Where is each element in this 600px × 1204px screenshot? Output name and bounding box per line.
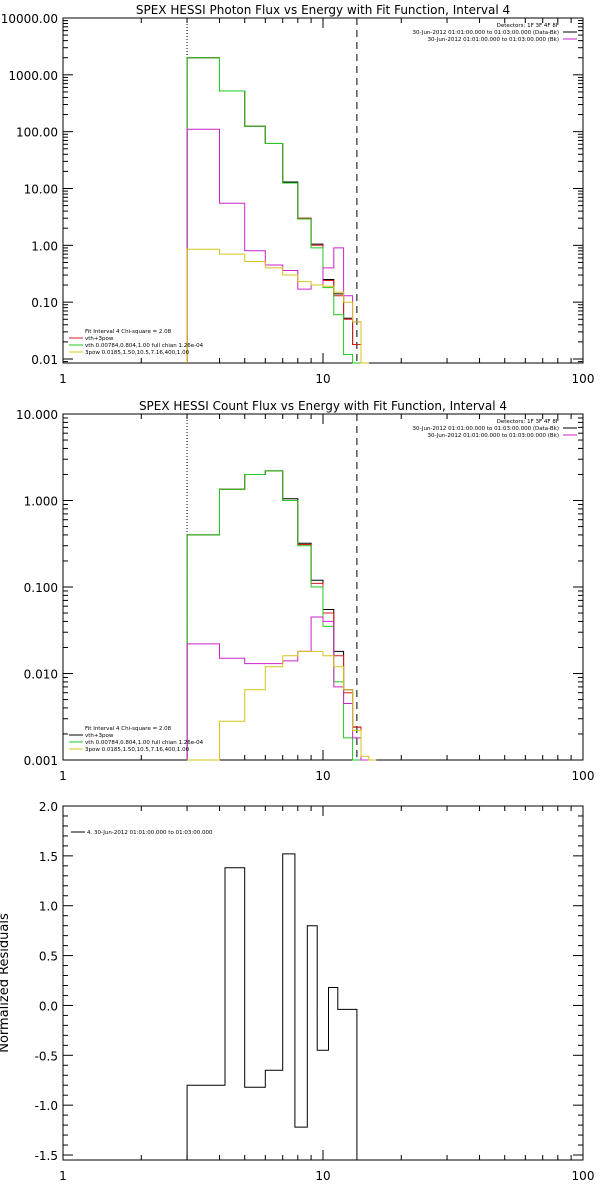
y-tick-label: 0.01	[31, 353, 58, 367]
series-magenta-histogram	[186, 128, 369, 364]
x-tick-label: 1	[59, 769, 67, 783]
y-tick-label: 1.0	[39, 900, 58, 914]
series-yellow-histogram	[186, 248, 369, 364]
legend-entry: 3pow 0.0185,1.50,10.5,7.16,400,1.00	[85, 350, 190, 356]
series-green-histogram	[186, 470, 377, 761]
series-red-histogram	[186, 470, 377, 761]
photon-flux-panel: SPEX HESSI Photon Flux vs Energy with Fi…	[1, 3, 595, 386]
chart-title: SPEX HESSI Photon Flux vs Energy with Fi…	[136, 3, 510, 17]
legend-entry: 30-Jun-2012 01:01:00.000 to 01:03:00.000…	[427, 37, 559, 43]
x-tick-label: 100	[572, 372, 595, 386]
series-red-histogram	[186, 57, 369, 364]
legend-entry: Detectors: 1F 3F 4F 8F	[497, 419, 559, 425]
y-tick-label: -1.5	[35, 1149, 58, 1163]
y-tick-label: 100.00	[16, 126, 58, 140]
y-tick-label: 1000.00	[8, 69, 58, 83]
legend-entry: 30-Jun-2012 01:01:00.000 to 01:03:00.000…	[413, 30, 559, 36]
chart-title: SPEX HESSI Count Flux vs Energy with Fit…	[139, 399, 507, 413]
legend-entry: 30-Jun-2012 01:01:00.000 to 01:03:00.000…	[427, 433, 559, 439]
legend-entry: 3pow 0.0185,1.50,10.5,7.16,400,1.00	[85, 747, 190, 753]
legend-entry: vth 0.00784,0.804,1.00 full chian 1.26e-…	[85, 740, 204, 746]
series-magenta-histogram	[186, 616, 377, 761]
x-tick-label: 1	[59, 372, 67, 386]
legend-entry: Fit Interval 4 Chi-square = 2.08	[85, 329, 172, 335]
x-tick-label: 10	[315, 1169, 330, 1183]
count-flux-panel: SPEX HESSI Count Flux vs Energy with Fit…	[16, 399, 594, 783]
y-tick-label: 0.5	[39, 950, 58, 964]
series-black-histogram	[186, 853, 358, 1160]
y-tick-label: 0.100	[24, 581, 58, 595]
y-tick-label: 1.5	[39, 850, 58, 864]
series-black-histogram	[186, 470, 377, 761]
series-yellow-histogram	[187, 650, 377, 761]
series-green-histogram	[186, 57, 369, 364]
y-tick-label: 0.0	[39, 999, 58, 1013]
y-tick-label: 10.00	[24, 182, 58, 196]
y-tick-label: 1.000	[24, 495, 58, 509]
x-tick-label: 10	[315, 372, 330, 386]
legend-entry: 30-Jun-2012 01:01:00.000 to 01:03:00.000…	[413, 426, 559, 432]
y-tick-label: 1.00	[31, 239, 58, 253]
x-tick-label: 1	[59, 1169, 67, 1183]
series-black-histogram	[186, 57, 369, 364]
y-tick-label: 10.000	[16, 408, 58, 422]
legend-entry: Fit Interval 4 Chi-square = 2.08	[85, 726, 172, 732]
x-tick-label: 100	[572, 1169, 595, 1183]
legend-entry: Detectors: 1F 3F 4F 8F	[497, 23, 559, 29]
plot-frame	[62, 17, 584, 364]
plot-frame	[62, 805, 584, 1161]
y-tick-label: 10000.00	[1, 12, 58, 26]
y-axis-label: Normalized Residuals	[0, 913, 12, 1053]
x-tick-label: 100	[572, 769, 595, 783]
legend-entry: vth+3pow	[85, 336, 114, 342]
y-tick-label: 2.0	[39, 800, 58, 814]
residuals-panel: 1 10 100 -1.5 -1.0 -0.5 0.0 0.5 1.0 1.5 2.0 Normali…	[0, 800, 594, 1183]
legend-entry: vth+3pow	[85, 733, 114, 739]
y-tick-label: 0.10	[31, 296, 58, 310]
legend-entry: vth 0.00784,0.804,1.00 full chian 1.26e-…	[85, 343, 204, 349]
x-tick-label: 10	[315, 769, 330, 783]
y-tick-label: 0.001	[24, 754, 58, 768]
legend-entry: 4. 30-Jun-2012 01:01:00.000 to 01:03:00.…	[87, 830, 213, 836]
y-tick-label: 0.010	[24, 668, 58, 682]
y-tick-label: -0.5	[35, 1049, 58, 1063]
y-tick-label: -1.0	[35, 1099, 58, 1113]
